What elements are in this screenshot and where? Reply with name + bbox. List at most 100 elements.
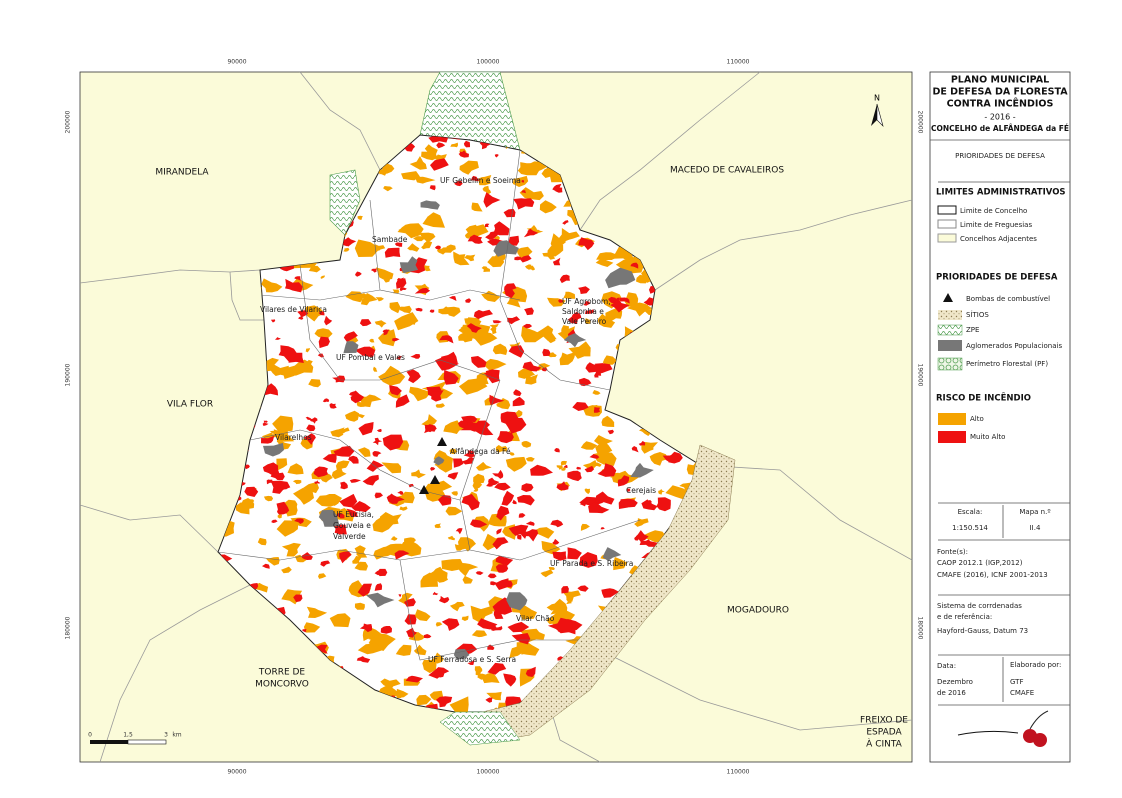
risk-patch bbox=[399, 256, 419, 274]
risk-patch bbox=[523, 228, 539, 238]
risk-patch bbox=[585, 318, 591, 324]
risk-patch bbox=[335, 460, 350, 471]
risk-patch bbox=[547, 352, 557, 358]
risk-patch bbox=[457, 562, 479, 577]
risk-patch bbox=[580, 523, 590, 531]
risk-patch bbox=[383, 543, 407, 557]
risk-patch bbox=[508, 235, 520, 246]
risk-patch bbox=[329, 403, 337, 409]
risk-patch bbox=[519, 187, 544, 201]
place-label: Valverde bbox=[333, 532, 366, 541]
coord-label: 90000 bbox=[227, 59, 246, 66]
legend-item: Limite de Freguesias bbox=[960, 221, 1032, 229]
risk-patch bbox=[597, 463, 617, 477]
risk-patch bbox=[263, 495, 274, 502]
risk-patch bbox=[320, 275, 325, 279]
risk-patch bbox=[354, 545, 368, 558]
risk-patch bbox=[641, 442, 658, 454]
risk-patch bbox=[395, 644, 412, 656]
neighbor-label: MACEDO DE CAVALEIROS bbox=[670, 166, 784, 176]
risk-patch bbox=[462, 575, 473, 584]
risk-patch bbox=[292, 479, 302, 485]
risk-patch bbox=[507, 621, 530, 633]
legend-swatch bbox=[938, 413, 966, 425]
risk-patch bbox=[394, 242, 403, 247]
risk-patch bbox=[617, 475, 630, 487]
risk-patch bbox=[461, 457, 475, 465]
risk-patch bbox=[484, 223, 490, 228]
risk-patch bbox=[349, 390, 356, 396]
risk-patch bbox=[331, 467, 347, 480]
scale-label: km bbox=[172, 732, 181, 739]
legend-title: CONCELHO de ALFÂNDEGA da FÉ bbox=[931, 124, 1069, 133]
legend-item: Limite de Concelho bbox=[960, 207, 1027, 215]
risk-patch bbox=[329, 613, 351, 628]
risk-patch bbox=[493, 221, 510, 236]
risk-patch bbox=[516, 246, 533, 258]
risk-patch bbox=[552, 551, 567, 561]
risk-patch bbox=[521, 180, 525, 183]
risk-patch bbox=[377, 684, 400, 702]
risk-patch bbox=[398, 594, 402, 598]
risk-patch bbox=[370, 268, 377, 273]
legend-title: - 2016 - bbox=[984, 113, 1015, 122]
risk-patch bbox=[322, 453, 337, 463]
risk-patch bbox=[406, 627, 417, 638]
risk-patch bbox=[618, 499, 633, 509]
risk-patch bbox=[387, 493, 394, 499]
risk-patch bbox=[414, 609, 431, 622]
risk-patch bbox=[451, 491, 458, 496]
risk-patch bbox=[339, 493, 358, 508]
risk-patch bbox=[352, 555, 362, 564]
risk-patch bbox=[518, 513, 526, 518]
risk-patch bbox=[471, 630, 488, 638]
risk-patch bbox=[396, 355, 402, 361]
risk-patch bbox=[346, 508, 358, 517]
risk-patch bbox=[358, 422, 374, 436]
scale-label: 0 bbox=[88, 732, 92, 739]
risk-patch bbox=[428, 135, 449, 143]
legend-swatch bbox=[943, 293, 953, 302]
risk-patch bbox=[382, 434, 404, 451]
risk-patch bbox=[298, 518, 303, 522]
risk-patch bbox=[530, 464, 553, 476]
risk-patch bbox=[455, 528, 463, 535]
risk-patch bbox=[513, 198, 535, 210]
risk-patch bbox=[359, 319, 372, 327]
risk-patch bbox=[399, 506, 408, 511]
legend-swatch bbox=[938, 340, 962, 351]
risk-patch bbox=[299, 359, 313, 370]
risk-patch bbox=[398, 592, 413, 606]
risk-patch bbox=[635, 530, 649, 543]
risk-patch bbox=[517, 495, 535, 506]
risk-patch bbox=[281, 566, 292, 574]
risk-patch bbox=[303, 622, 321, 633]
risk-patch bbox=[441, 618, 460, 631]
risk-patch bbox=[494, 482, 511, 491]
risk-patch bbox=[460, 419, 483, 432]
risk-patch bbox=[357, 215, 363, 220]
risk-patch bbox=[463, 140, 470, 148]
risk-patch bbox=[406, 369, 421, 384]
risk-patch bbox=[342, 242, 352, 247]
legend-item: Alto bbox=[970, 415, 984, 423]
risk-patch bbox=[594, 435, 613, 446]
risk-patch bbox=[627, 302, 652, 317]
legend-swatch bbox=[937, 205, 957, 215]
risk-patch bbox=[521, 190, 527, 194]
risk-patch bbox=[578, 237, 595, 251]
risk-patch bbox=[560, 460, 567, 466]
map-element bbox=[437, 437, 447, 446]
risk-patch bbox=[601, 415, 615, 427]
place-label: Sambade bbox=[372, 235, 408, 244]
risk-patch bbox=[559, 274, 570, 284]
risk-patch bbox=[602, 355, 617, 365]
risk-patch bbox=[298, 316, 304, 320]
risk-patch bbox=[374, 583, 383, 591]
risk-patch bbox=[540, 569, 554, 578]
place-label: Vilares de Vilariça bbox=[260, 305, 327, 314]
risk-patch bbox=[267, 429, 287, 441]
risk-patch bbox=[351, 501, 371, 513]
risk-patch bbox=[306, 606, 328, 618]
risk-patch bbox=[492, 343, 508, 355]
